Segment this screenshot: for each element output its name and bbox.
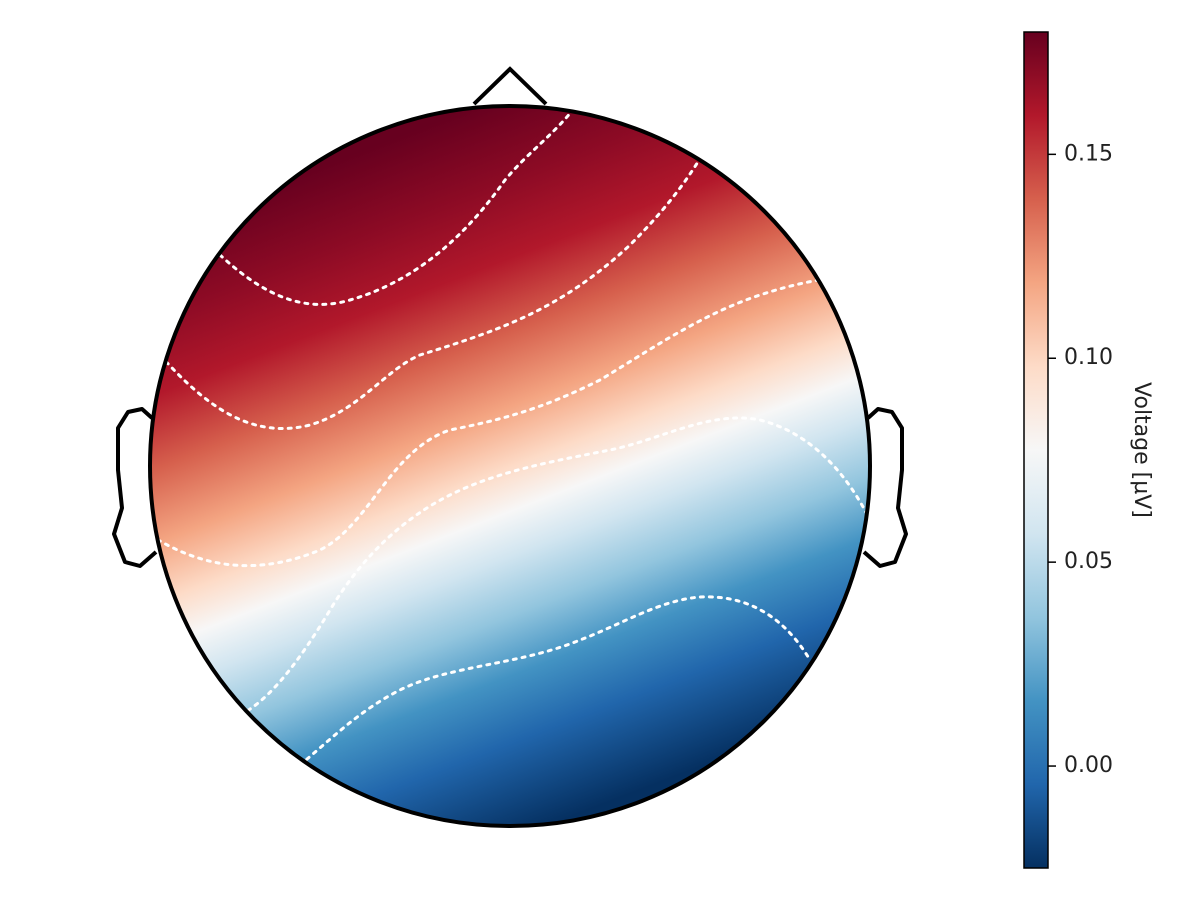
contour-line	[150, 273, 852, 568]
colorbar-label: Voltage [µV]	[1129, 382, 1154, 518]
head-map	[112, 66, 908, 828]
contour-lines	[150, 106, 870, 767]
right-ear-outline	[862, 407, 908, 568]
colorbar-tick-label: 0.15	[1064, 141, 1113, 166]
contour-line	[298, 595, 812, 767]
contour-line	[218, 106, 582, 306]
colorbar-gradient	[1024, 32, 1048, 868]
contour-line	[158, 148, 707, 430]
colorbar-tick-label: 0.10	[1064, 345, 1113, 370]
colorbar-frame	[1023, 31, 1049, 869]
colorbar: 0.00 0.05 0.10 0.15 Voltage [µV]	[1023, 31, 1154, 869]
left-ear-outline	[112, 407, 158, 568]
nose-outline	[472, 66, 548, 106]
colorbar-tick-label: 0.00	[1064, 753, 1113, 778]
colorbar-tick-label: 0.05	[1064, 549, 1113, 574]
colorbar-ticks: 0.00 0.05 0.10 0.15	[1048, 141, 1113, 778]
head-outline	[148, 104, 872, 828]
scalp-field	[150, 106, 870, 826]
